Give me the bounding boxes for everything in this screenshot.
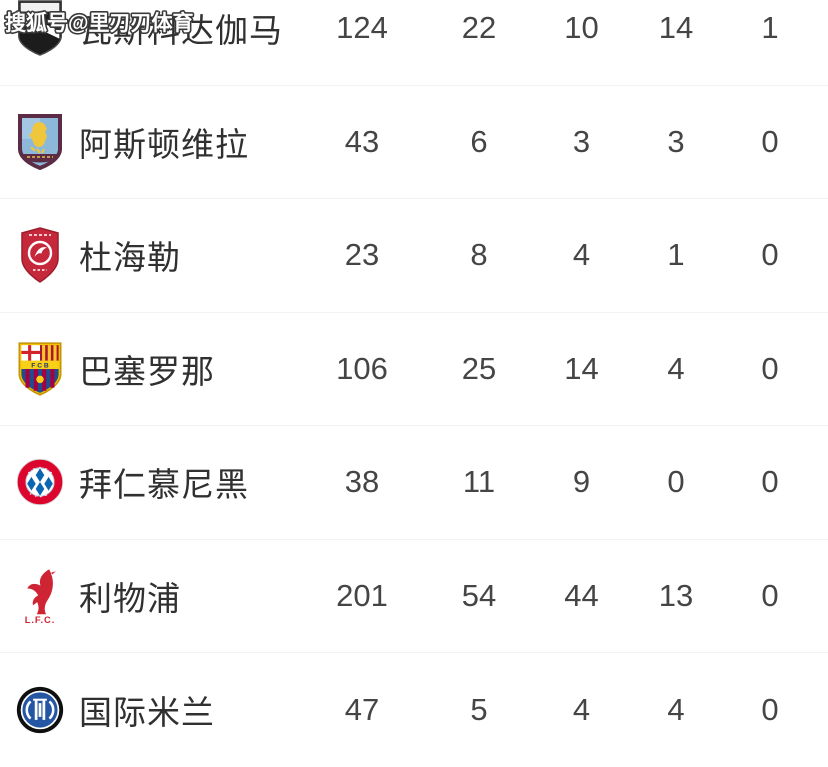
al-duhail-crest-icon: [15, 225, 65, 285]
aston-villa-crest-icon: [15, 112, 65, 172]
stat-value-2: 22: [461, 10, 497, 46]
table-row[interactable]: 瓦斯科达伽马 124 22 10 14 1: [0, 0, 828, 86]
stat-value-4: 13: [658, 577, 694, 613]
stat-value-3: 9: [572, 464, 591, 500]
stat-value-5: 0: [761, 577, 779, 613]
stat-value-3: 14: [564, 350, 599, 386]
stat-value-5: 0: [761, 350, 779, 386]
table-row[interactable]: 利物浦 201 54 44 13 0: [0, 539, 828, 653]
stat-value-5: 0: [761, 691, 779, 727]
stat-value-3: 3: [572, 123, 591, 159]
stat-value-4: 4: [667, 350, 685, 386]
stat-value-5: 0: [761, 464, 779, 500]
bayern-munich-crest-icon: [15, 452, 65, 512]
stat-value-1: 43: [344, 123, 380, 159]
table-row[interactable]: 拜仁慕尼黑 38 11 9 0 0: [0, 426, 828, 540]
stat-value-2: 11: [462, 464, 496, 500]
stat-value-2: 25: [461, 350, 497, 386]
stat-value-4: 3: [667, 123, 685, 159]
stat-value-4: 14: [658, 10, 694, 46]
stat-value-2: 5: [470, 691, 488, 727]
club-name: 拜仁慕尼黑: [79, 466, 249, 504]
club-name: 杜海勒: [79, 239, 181, 277]
stat-value-3: 44: [564, 577, 599, 613]
liverpool-crest-icon: [15, 566, 65, 626]
stat-value-1: 106: [336, 350, 388, 386]
stat-value-5: 0: [761, 237, 779, 273]
stat-value-1: 23: [344, 237, 380, 273]
stat-value-4: 1: [667, 237, 685, 273]
stat-value-1: 201: [336, 577, 388, 613]
table-row[interactable]: 阿斯顿维拉 43 6 3 3 0: [0, 85, 828, 199]
stat-value-3: 4: [572, 691, 591, 727]
stat-value-1: 47: [344, 691, 380, 727]
stat-value-3: 10: [564, 10, 599, 46]
stat-value-5: 1: [761, 10, 779, 46]
club-name: 巴塞罗那: [79, 352, 215, 390]
inter-milan-crest-icon: [15, 680, 65, 740]
club-name: 利物浦: [79, 579, 181, 617]
stat-value-1: 124: [336, 10, 388, 46]
stat-value-2: 6: [470, 123, 488, 159]
stat-value-2: 8: [470, 237, 488, 273]
stat-value-1: 38: [344, 464, 380, 500]
table-row[interactable]: 国际米兰 47 5 4 4 0: [0, 653, 828, 767]
stat-value-4: 0: [667, 464, 685, 500]
stat-value-2: 54: [461, 577, 497, 613]
stat-value-5: 0: [761, 123, 779, 159]
barcelona-crest-icon: [15, 339, 65, 399]
table-row[interactable]: 巴塞罗那 106 25 14 4 0: [0, 312, 828, 426]
club-name: 国际米兰: [79, 693, 215, 731]
vasco-da-gama-crest-icon: [15, 0, 65, 58]
club-name: 瓦斯科达伽马: [79, 12, 283, 50]
stat-value-3: 4: [572, 237, 591, 273]
table-row[interactable]: 杜海勒 23 8 4 1 0: [0, 199, 828, 313]
stat-value-4: 4: [667, 691, 685, 727]
club-name: 阿斯顿维拉: [79, 125, 249, 163]
